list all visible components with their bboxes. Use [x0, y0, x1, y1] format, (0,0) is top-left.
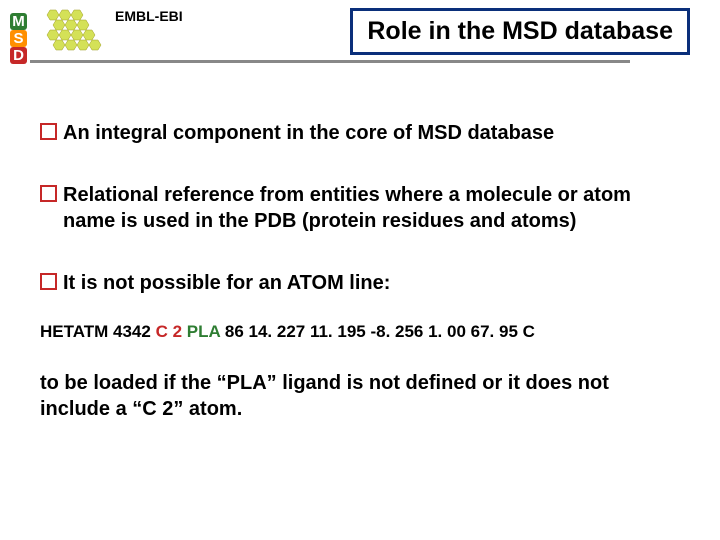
hex-pattern-icon [30, 5, 110, 60]
bullet-item: An integral component in the core of MSD… [40, 120, 680, 146]
bullet-item: Relational reference from entities where… [0, 182, 680, 234]
header-divider [30, 60, 630, 63]
hetatm-segment: 86 14. 227 11. 195 -8. 256 1. 00 67. 95 … [220, 322, 535, 341]
logo-letter-s: S [10, 30, 27, 47]
title-box: Role in the MSD database [350, 8, 690, 55]
org-label: EMBL-EBI [115, 8, 183, 24]
bullet-icon [40, 123, 57, 140]
logo-letters: M S D [10, 13, 27, 64]
logo-area: M S D [10, 5, 105, 60]
bullet-text: An integral component in the core of MSD… [63, 120, 554, 146]
hetatm-line: HETATM 4342 C 2 PLA 86 14. 227 11. 195 -… [40, 322, 680, 342]
bullet-icon [40, 273, 57, 290]
bullet-icon [40, 185, 57, 202]
closing-text: to be loaded if the “PLA” ligand is not … [40, 370, 680, 422]
bullet-item: It is not possible for an ATOM line: [40, 270, 680, 296]
logo-letter-m: M [10, 13, 27, 30]
hetatm-segment: PLA [187, 322, 220, 341]
slide-title: Role in the MSD database [367, 17, 673, 45]
hetatm-segment: C 2 [156, 322, 182, 341]
logo-letter-d: D [10, 47, 27, 64]
content-area: An integral component in the core of MSD… [40, 120, 680, 422]
bullet-text: It is not possible for an ATOM line: [63, 270, 390, 296]
hetatm-segment: HETATM 4342 [40, 322, 156, 341]
header: M S D EMBL-EBI Role in the MSD database [0, 0, 720, 70]
bullet-text: Relational reference from entities where… [63, 182, 680, 234]
